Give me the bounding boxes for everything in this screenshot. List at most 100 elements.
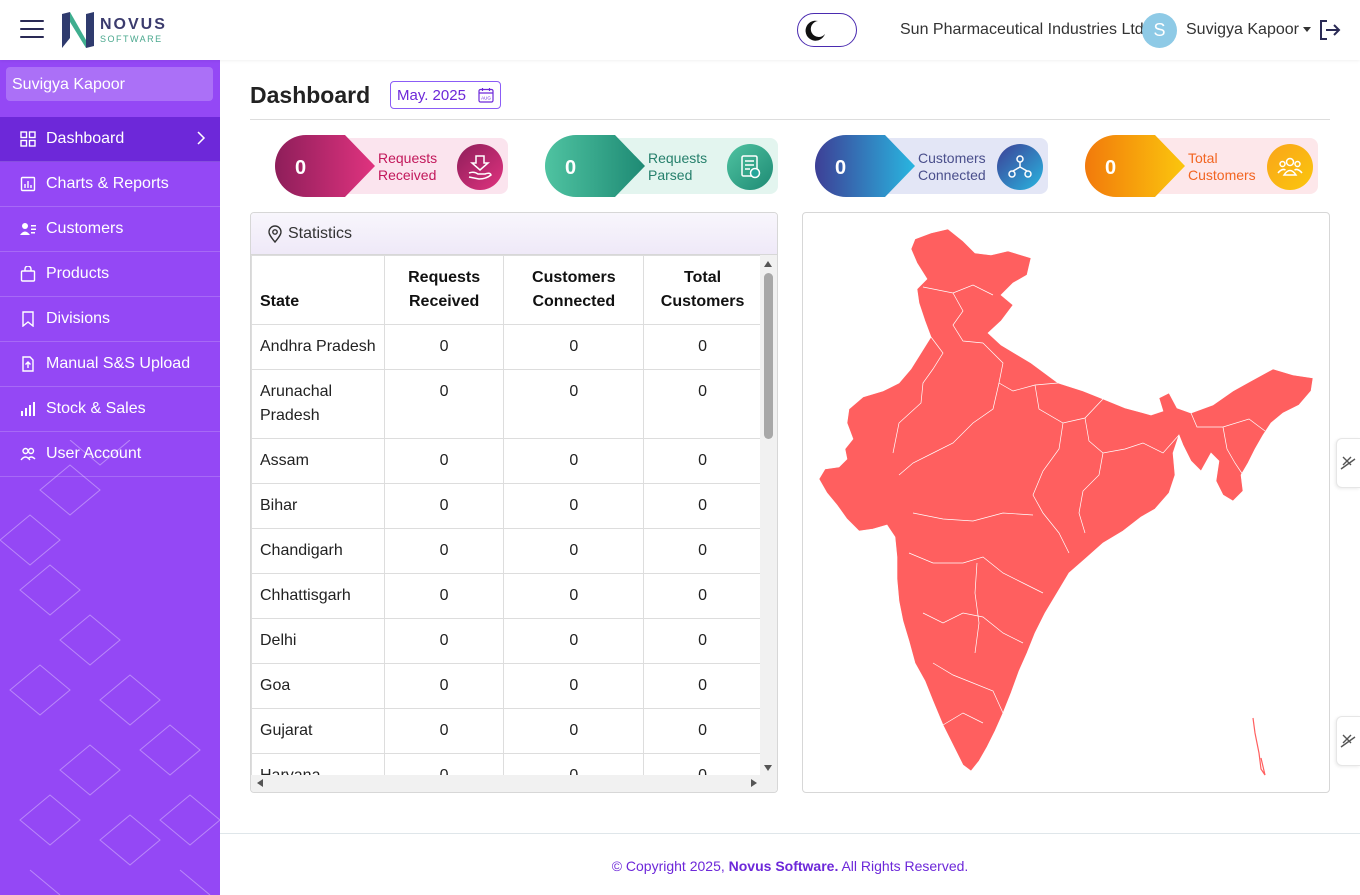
card-value: 0 xyxy=(565,157,577,179)
horizontal-scrollbar[interactable] xyxy=(251,775,777,792)
sidebar-item-label: Charts & Reports xyxy=(46,175,169,192)
card-value: 0 xyxy=(295,157,307,179)
table-row[interactable]: Arunachal Pradesh 0 0 0 xyxy=(251,369,762,439)
sidebar-user: Suvigya Kapoor xyxy=(6,67,213,101)
user-menu-dropdown[interactable]: Suvigya Kapoor xyxy=(1186,21,1311,39)
chevron-right-icon xyxy=(197,131,206,145)
andaman-islands xyxy=(1252,717,1266,776)
sidebar-item-stock-sales[interactable]: Stock & Sales xyxy=(0,387,220,432)
sidebar-nav: Dashboard Charts & Reports Customers Pro… xyxy=(0,117,220,477)
value-cell: 0 xyxy=(383,663,505,709)
value-cell: 0 xyxy=(503,663,645,709)
card-customers-connected: 0 Customers Connected xyxy=(815,135,1048,197)
india-map[interactable] xyxy=(803,213,1330,793)
state-name-cell: Assam xyxy=(251,438,385,484)
sidebar-item-label: Products xyxy=(46,265,110,282)
novus-logo[interactable]: NOVUS SOFTWARE xyxy=(60,10,167,50)
value-cell: 0 xyxy=(383,369,505,439)
month-value: May. 2025 xyxy=(397,87,466,104)
statistics-panel: Statistics State Requests Received Custo… xyxy=(250,212,778,793)
state-name-cell: Haryana xyxy=(251,753,385,777)
bar-chart-icon xyxy=(21,402,35,416)
table-row[interactable]: Bihar 0 0 0 xyxy=(251,483,762,529)
people-icon xyxy=(20,447,36,461)
hamburger-menu-icon[interactable] xyxy=(20,20,44,40)
sidebar-item-products[interactable]: Products xyxy=(0,252,220,297)
sidebar-item-user-account[interactable]: User Account xyxy=(0,432,220,477)
sidebar-item-dashboard[interactable]: Dashboard xyxy=(0,117,220,162)
statistics-table-scroll[interactable]: State Requests Received Customers Connec… xyxy=(251,255,762,777)
sidebar-item-charts-reports[interactable]: Charts & Reports xyxy=(0,162,220,207)
state-name-cell: Chhattisgarh xyxy=(251,573,385,619)
theme-toggle[interactable] xyxy=(797,13,857,47)
card-value: 0 xyxy=(835,157,847,179)
state-name-cell: Delhi xyxy=(251,618,385,664)
table-row[interactable]: Goa 0 0 0 xyxy=(251,663,762,709)
value-cell: 0 xyxy=(503,324,645,370)
state-name-cell: Bihar xyxy=(251,483,385,529)
card-label: Total Customers xyxy=(1188,150,1256,183)
card-total-customers: 0 Total Customers xyxy=(1085,135,1318,197)
sidebar-item-label: Customers xyxy=(46,220,124,237)
sidebar-item-customers[interactable]: Customers xyxy=(0,207,220,252)
table-row[interactable]: Chandigarh 0 0 0 xyxy=(251,528,762,574)
value-cell: 0 xyxy=(503,369,645,439)
value-cell: 0 xyxy=(383,528,505,574)
state-name-cell: Goa xyxy=(251,663,385,709)
moon-icon xyxy=(805,20,825,41)
sidebar: Suvigya Kapoor Dashboard Charts & Report… xyxy=(0,60,220,895)
card-arrow-shape xyxy=(815,135,915,197)
collapse-handle-bottom[interactable] xyxy=(1336,716,1360,766)
column-header-state[interactable]: State xyxy=(251,255,385,325)
column-header-customers-connected[interactable]: Customers Connected xyxy=(503,255,645,325)
main-content: Dashboard May. 2025 AUG 0 Requests Receiv… xyxy=(220,60,1360,895)
value-cell: 0 xyxy=(383,573,505,619)
state-name-cell: Chandigarh xyxy=(251,528,385,574)
sidebar-item-divisions[interactable]: Divisions xyxy=(0,297,220,342)
footer-copyright: © Copyright 2025, xyxy=(611,858,725,874)
sidebar-item-manual-upload[interactable]: Manual S&S Upload xyxy=(0,342,220,387)
page-title: Dashboard xyxy=(250,82,371,108)
logo-sub-text: SOFTWARE xyxy=(100,33,163,44)
network-icon xyxy=(997,144,1043,190)
top-bar: NOVUS SOFTWARE Sun Pharmaceutical Indust… xyxy=(0,0,1360,60)
table-row[interactable]: Delhi 0 0 0 xyxy=(251,618,762,664)
logout-icon[interactable] xyxy=(1318,19,1342,41)
vertical-scrollbar[interactable] xyxy=(760,255,777,777)
users-list-icon xyxy=(20,223,36,235)
svg-text:AUG: AUG xyxy=(481,96,491,101)
footer-brand-link[interactable]: Novus Software. xyxy=(728,858,839,874)
column-header-requests-received[interactable]: Requests Received xyxy=(383,255,505,325)
value-cell: 0 xyxy=(643,618,762,664)
user-name: Suvigya Kapoor xyxy=(1186,21,1299,38)
table-row[interactable]: Assam 0 0 0 xyxy=(251,438,762,484)
value-cell: 0 xyxy=(643,663,762,709)
state-name-cell: Arunachal Pradesh xyxy=(251,369,385,439)
header-divider xyxy=(250,119,1330,120)
collapse-handle-top[interactable] xyxy=(1336,438,1360,488)
caret-down-icon xyxy=(1302,27,1311,33)
india-map-panel xyxy=(802,212,1330,793)
statistics-table-body: Andhra Pradesh 0 0 0 Arunachal Pradesh 0 0 0 Ass… xyxy=(251,324,762,777)
value-cell: 0 xyxy=(383,708,505,754)
table-row[interactable]: Andhra Pradesh 0 0 0 xyxy=(251,324,762,370)
sidebar-item-label: Divisions xyxy=(46,310,111,327)
table-row[interactable]: Haryana 0 0 0 xyxy=(251,753,762,777)
card-label: Requests Received xyxy=(378,150,438,183)
month-picker[interactable]: May. 2025 AUG xyxy=(390,81,501,109)
card-value: 0 xyxy=(1105,157,1117,179)
sidebar-item-label: Dashboard xyxy=(46,130,125,147)
value-cell: 0 xyxy=(383,324,505,370)
value-cell: 0 xyxy=(383,618,505,664)
value-cell: 0 xyxy=(503,438,645,484)
value-cell: 0 xyxy=(503,618,645,664)
table-row[interactable]: Gujarat 0 0 0 xyxy=(251,708,762,754)
table-row[interactable]: Chhattisgarh 0 0 0 xyxy=(251,573,762,619)
card-arrow-shape xyxy=(545,135,645,197)
avatar[interactable]: S xyxy=(1142,13,1177,48)
column-header-total-customers[interactable]: Total Customers xyxy=(643,255,762,325)
india-map-shape[interactable] xyxy=(818,228,1314,772)
statistics-title: Statistics xyxy=(288,225,353,242)
table-header-row: State Requests Received Customers Connec… xyxy=(251,255,762,325)
value-cell: 0 xyxy=(643,573,762,619)
